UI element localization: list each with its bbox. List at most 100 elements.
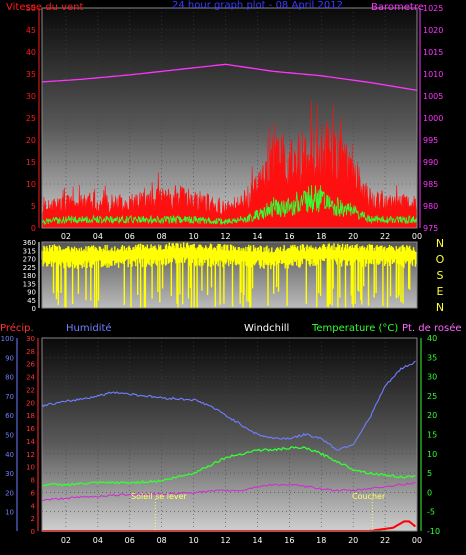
winddir-y-tick-label: 225 (23, 264, 36, 272)
sunrise-label: Soleil se lever (131, 492, 188, 501)
wind-x-tick-label: 12 (220, 232, 230, 241)
winddir-y-tick-label: 45 (27, 297, 36, 305)
temp-y-tick-label: 25 (427, 392, 437, 401)
dewpoint-label: Pt. de rosée (402, 322, 462, 334)
baro-y-tick-label: 995 (423, 136, 438, 145)
humidity-y-tick-label: 60 (5, 412, 14, 420)
precip-y-tick-label: 26 (26, 361, 35, 369)
humidity-y-tick-label: 100 (1, 335, 14, 343)
temp-panel-axes: -10-505101520253035400246810121416182022… (1, 334, 440, 536)
wind-y-tick-label: 50 (26, 4, 36, 13)
baro-y-tick-label: 1000 (423, 114, 443, 123)
precip-y-tick-label: 10 (26, 464, 35, 472)
wind-y-tick-label: 40 (26, 48, 36, 57)
precip-y-tick-label: 12 (26, 451, 35, 459)
wind-axis-title: Vitesse du vent (6, 2, 83, 13)
temperature-label: Temperature (°C) (311, 323, 398, 334)
temp-x-tick-label: 06 (125, 536, 135, 545)
temp-x-axis: 02 04 06 08 10 12 14 16 18 20 22 00 (61, 536, 422, 545)
barometer-series (41, 63, 418, 91)
precip-y-tick-label: 2 (31, 515, 35, 523)
wind-y-tick-label: 45 (26, 26, 36, 35)
precip-y-tick-label: 8 (31, 477, 35, 485)
wind-y-tick-label: 0 (31, 224, 36, 233)
precip-y-tick-label: 6 (31, 489, 36, 497)
baro-y-axis: 975 980 985 990 995 1000 1005 1010 1015 1020 1025 (419, 4, 443, 233)
wind-y-tick-label: 5 (31, 202, 36, 211)
precip-y-tick-label: 14 (26, 438, 35, 446)
baro-y-tick-label: 1005 (423, 92, 443, 101)
temp-y-tick-label: -5 (427, 508, 435, 517)
temp-panel-frame (41, 337, 418, 532)
humidity-y-tick-label: 90 (5, 354, 14, 362)
baro-y-tick-label: 990 (423, 158, 438, 167)
humidity-y-tick-label: 80 (5, 374, 14, 382)
temp-x-tick-label: 10 (189, 536, 199, 545)
wind-y-tick-label: 10 (26, 180, 36, 189)
chart-title: 24 hour graph plot - 08 April 2012 (172, 0, 343, 11)
winddir-y-tick-label: 270 (23, 256, 36, 264)
temperature-series (41, 446, 416, 487)
precip-y-tick-label: 16 (26, 425, 35, 433)
precip-y-tick-label: 0 (31, 528, 35, 536)
compass-letter: N (436, 301, 444, 314)
compass-letter: S (437, 269, 444, 282)
precip-y-tick-label: 4 (31, 502, 36, 510)
windchill-label: Windchill (244, 323, 289, 334)
baro-y-tick-label: 1010 (423, 70, 443, 79)
wind-average-series (41, 184, 418, 226)
baro-y-tick-label: 1025 (423, 4, 443, 13)
wind-x-tick-label: 16 (284, 232, 294, 241)
temp-x-tick-label: 00 (412, 536, 422, 545)
wind-y-tick-label: 15 (26, 158, 36, 167)
wind-panel-grid (42, 7, 418, 229)
wind-x-tick-label: 00 (412, 232, 422, 241)
humidity-label: Humidité (66, 322, 112, 334)
wind-x-tick-label: 20 (348, 232, 358, 241)
wind-panel-series (41, 63, 418, 229)
humidity-y-tick-label: 70 (5, 393, 14, 401)
wind-x-tick-label: 18 (316, 232, 326, 241)
humidity-y-tick-label: 50 (5, 432, 14, 440)
temp-y-tick-label: 0 (427, 488, 432, 497)
wind-y-tick-label: 35 (26, 70, 36, 79)
winddir-y-tick-label: 0 (32, 305, 36, 313)
wind-x-tick-label: 14 (252, 232, 262, 241)
wind-x-tick-label: 08 (157, 232, 167, 241)
winddir-y-tick-label: 180 (23, 272, 36, 280)
baro-y-tick-label: 985 (423, 180, 438, 189)
wind-x-axis: 02 04 06 08 10 12 14 16 18 20 22 00 (61, 232, 422, 241)
temp-x-tick-label: 14 (252, 536, 262, 545)
wind-x-tick-label: 02 (61, 232, 71, 241)
humidity-y-tick-label: 40 (5, 451, 14, 459)
wind-y-tick-label: 30 (26, 92, 36, 101)
precip-y-tick-label: 18 (26, 412, 35, 420)
precip-y-tick-label: 30 (26, 335, 35, 343)
precip-y-tick-label: 24 (26, 374, 35, 382)
baro-y-tick-label: 1020 (423, 26, 443, 35)
winddir-series (41, 242, 418, 308)
baro-y-tick-label: 980 (423, 202, 438, 211)
temp-x-tick-label: 04 (93, 536, 103, 545)
precip-label: Précip. (0, 322, 34, 334)
temp-x-tick-label: 12 (220, 536, 230, 545)
humidity-y-tick-label: 10 (5, 509, 14, 517)
temp-x-tick-label: 18 (316, 536, 326, 545)
baro-y-tick-label: 1015 (423, 48, 443, 57)
temp-x-tick-label: 08 (157, 536, 167, 545)
wind-y-axis: 0 5 10 15 20 25 30 35 40 45 50 (26, 4, 40, 233)
temp-y-tick-label: 40 (427, 334, 437, 343)
temp-x-tick-label: 16 (284, 536, 294, 545)
temp-y-tick-label: 30 (427, 373, 437, 382)
compass-letter: E (437, 285, 444, 298)
winddir-y-tick-label: 315 (23, 247, 36, 255)
temp-y-tick-label: 10 (427, 450, 437, 459)
humidity-series (41, 360, 416, 451)
wind-y-tick-label: 20 (26, 136, 36, 145)
humidity-y-tick-label: 20 (5, 489, 14, 497)
precip-y-tick-label: 28 (26, 348, 35, 356)
precip-y-tick-label: 20 (26, 399, 35, 407)
